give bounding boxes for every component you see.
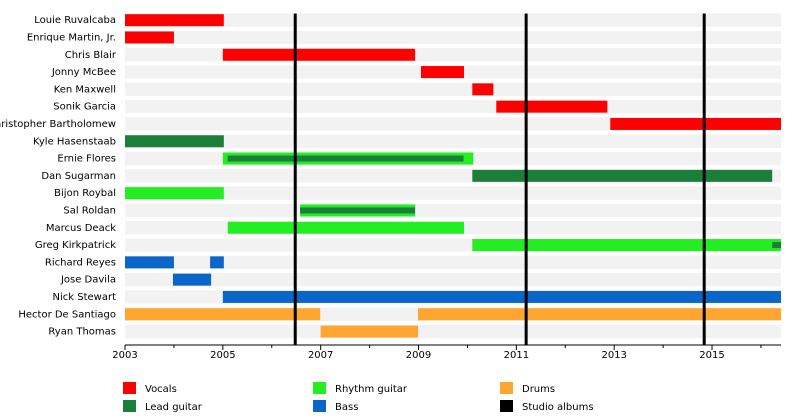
row-band [125,203,781,218]
member-bar [320,325,419,338]
row-label: Nick Stewart [53,292,117,303]
row-label: Louie Ruvalcaba [34,15,116,26]
row-label: Ryan Thomas [48,327,116,338]
member-bar [125,135,224,148]
member-bar [420,66,465,79]
legend-swatch [313,400,326,412]
row-label: Ken Maxwell [54,84,116,95]
row-band [125,134,781,148]
member-bar [125,31,174,44]
row-label: Marcus Deack [46,223,116,234]
member-bar [172,273,212,286]
legend-label: Drums [522,384,555,395]
member-bar [610,117,781,130]
legend-swatch [313,382,326,394]
row-band [125,30,781,45]
legend-label: Lead guitar [145,402,203,413]
member-bar [222,48,416,61]
row-label: Sonik Garcia [53,102,116,113]
member-bar [227,221,465,234]
member-bar [300,207,416,214]
row-band [125,13,781,27]
member-bar [772,242,781,249]
member-bar [222,290,782,303]
legend-swatch [123,400,136,412]
row-label: Greg Kirkpatrick [35,240,116,251]
row-label: Dan Sugarman [41,171,116,182]
member-bar [125,256,174,269]
member-bar [125,14,224,27]
row-label: Ernie Flores [57,154,116,165]
row-label: Christopher Bartholomew [0,119,116,130]
row-band [125,100,781,114]
member-bar [496,100,608,113]
x-tick-label: 2011 [504,350,529,361]
row-band [125,273,781,287]
row-label: Jose Davila [60,275,116,286]
row-label: Hector De Santiago [18,309,116,320]
member-bar [227,155,464,162]
member-bar [125,308,321,321]
legend-label: Studio albums [522,402,594,413]
row-band [125,186,781,200]
x-tick-label: 2007 [308,350,333,361]
legend-label: Vocals [145,384,177,395]
member-bar [210,256,224,269]
row-band [125,255,781,269]
member-bar [472,83,494,96]
member-bar [472,239,781,252]
row-band [125,324,781,339]
legend-label: Rhythm guitar [335,384,408,395]
row-band [125,82,781,96]
legend-label: Bass [335,402,358,413]
row-label: Richard Reyes [45,257,116,268]
member-bar [472,169,773,182]
row-label: Sal Roldan [63,205,116,216]
x-tick-label: 2013 [601,350,626,361]
x-tick-label: 2003 [112,350,137,361]
legend-swatch [500,400,513,412]
row-label: Jonny McBee [51,67,116,78]
legend-swatch [500,382,513,394]
x-tick-label: 2009 [406,350,431,361]
row-label: Bijon Roybal [54,188,116,199]
member-bar [125,187,224,200]
x-tick-label: 2005 [210,350,235,361]
row-label: Enrique Martin, Jr. [27,32,116,43]
row-label: Kyle Hasenstaab [33,136,116,147]
member-bar [418,308,781,321]
x-tick-label: 2015 [699,350,724,361]
legend-swatch [123,382,136,394]
row-label: Chris Blair [65,50,117,61]
